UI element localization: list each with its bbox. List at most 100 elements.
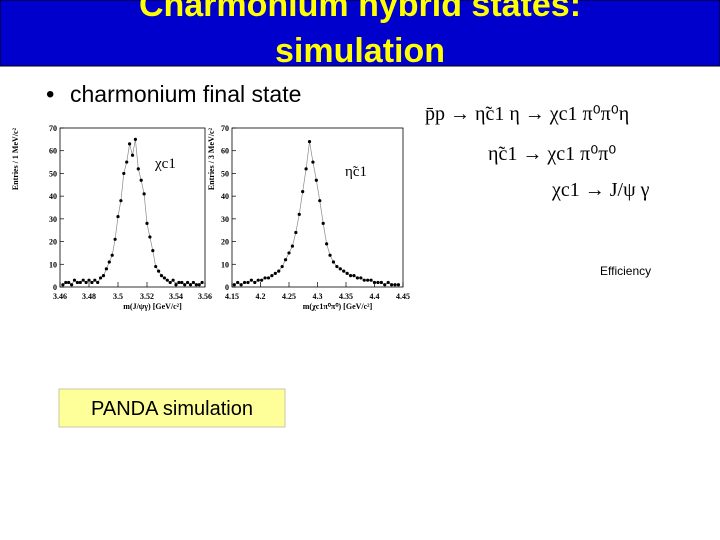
data-point (352, 274, 356, 278)
y-tick-label: 0 (53, 283, 57, 292)
data-point (81, 278, 85, 282)
data-point (359, 276, 363, 280)
data-point (311, 160, 315, 164)
x-tick-label: 3.5 (113, 292, 123, 301)
data-point (260, 278, 264, 282)
plot-frame (59, 127, 206, 288)
y-tick-label: 30 (221, 215, 229, 224)
data-point (75, 280, 79, 285)
data-point (122, 171, 126, 176)
bullet-text: charmonium final state (70, 81, 301, 107)
bullet-dot: • (46, 81, 54, 108)
data-point (136, 167, 140, 171)
data-point (314, 178, 318, 182)
data-point (64, 280, 68, 285)
y-tick-label: 60 (221, 147, 229, 156)
data-point (283, 258, 288, 262)
data-point (194, 283, 198, 287)
data-point (99, 276, 103, 280)
data-point (67, 280, 71, 285)
x-tick-label: 3.48 (82, 292, 96, 301)
x-tick-label: 4.35 (339, 292, 353, 301)
y-tick-label: 20 (221, 238, 229, 247)
data-line (234, 141, 399, 286)
panda-box (58, 388, 286, 428)
data-point (362, 278, 366, 282)
x-tick-label: 4.25 (282, 292, 296, 301)
data-point (162, 276, 166, 280)
y-tick-label: 70 (49, 124, 57, 133)
data-point (280, 264, 284, 269)
data-point (125, 160, 129, 164)
data-point (159, 274, 164, 278)
data-point (200, 280, 204, 285)
title-line: Charmonium hybrid states: (139, 0, 581, 24)
data-point (232, 283, 236, 287)
data-point (119, 199, 123, 203)
data-point (390, 283, 394, 287)
data-point (168, 280, 172, 285)
data-point (154, 264, 158, 269)
title-line: simulation (275, 32, 445, 70)
x-tick-label: 4.3 (313, 292, 323, 301)
y-axis-label: Entries / 1 MeV/c² (11, 127, 20, 190)
data-point (78, 280, 82, 285)
formula: χc1 → J/ψ γ (551, 179, 650, 201)
data-point (345, 271, 349, 275)
x-tick-label: 3.56 (198, 292, 212, 301)
data-point (183, 283, 187, 287)
y-tick-label: 10 (221, 260, 229, 269)
x-axis-label: m(χc1π⁰π⁰) [GeV/c²] (303, 302, 373, 311)
x-axis-label: m(J/ψγ) [GeV/c²] (123, 302, 182, 311)
x-tick-label: 4.2 (256, 292, 266, 301)
formula: p̄p → η̃c1 η → χc1 π⁰π⁰η (425, 103, 629, 125)
data-point (304, 167, 308, 171)
y-tick-label: 40 (221, 192, 229, 201)
data-point (107, 260, 111, 264)
data-point (236, 280, 240, 285)
data-point (87, 278, 91, 282)
data-point (157, 269, 161, 273)
data-point (165, 278, 169, 282)
data-point (72, 278, 77, 282)
data-point (84, 280, 88, 285)
title-bar (0, 0, 720, 67)
annotation: η̃c1 (345, 164, 367, 180)
data-point (171, 278, 175, 282)
data-point (366, 278, 370, 282)
data-point (61, 283, 65, 287)
data-point (93, 278, 97, 282)
y-tick-label: 50 (221, 169, 229, 178)
y-tick-label: 50 (49, 169, 57, 178)
y-tick-label: 0 (225, 283, 229, 292)
panda-label: PANDA simulation (91, 398, 253, 420)
data-point (101, 274, 106, 278)
data-point (191, 280, 195, 285)
data-point (294, 230, 298, 235)
data-point (246, 280, 250, 285)
data-line (62, 139, 203, 286)
y-axis-label: Entries / 3 MeV/c² (207, 127, 216, 190)
data-point (145, 221, 149, 225)
data-point (139, 178, 143, 182)
data-point (253, 280, 257, 285)
data-point (256, 278, 260, 282)
y-tick-label: 10 (49, 260, 57, 269)
data-point (331, 260, 336, 264)
data-point (239, 283, 243, 287)
data-point (130, 153, 135, 157)
data-point (90, 280, 94, 285)
data-point (321, 221, 325, 225)
formula: η̃c1 → χc1 π⁰π⁰ (488, 143, 616, 165)
y-tick-label: 60 (49, 147, 57, 156)
y-tick-label: 70 (221, 124, 229, 133)
data-point (338, 267, 342, 271)
x-tick-label: 4.45 (396, 292, 410, 301)
data-point (383, 283, 387, 287)
data-point (142, 192, 146, 196)
data-point (273, 271, 277, 275)
data-point (290, 244, 295, 248)
data-point (249, 278, 253, 282)
